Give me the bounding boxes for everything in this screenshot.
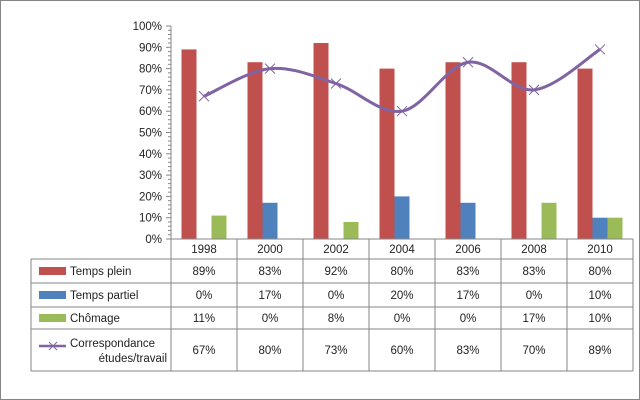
- data-label: 73%: [324, 345, 347, 357]
- y-tick-label: 80%: [139, 64, 162, 76]
- data-label: 17%: [522, 313, 545, 325]
- data-label: 17%: [456, 290, 479, 302]
- y-tick-label: 30%: [139, 170, 162, 182]
- data-label: 0%: [328, 290, 345, 302]
- bar-temps-plein: [577, 68, 593, 239]
- bar-temps-plein: [181, 49, 197, 240]
- data-label: 80%: [258, 345, 281, 357]
- y-tick-label: 10%: [139, 213, 162, 225]
- data-label: 0%: [196, 290, 213, 302]
- bar-chômage: [343, 221, 359, 239]
- data-label: 67%: [192, 345, 215, 357]
- line-marker: [330, 78, 342, 89]
- legend-label: études/travail: [99, 353, 167, 365]
- category-label: 1998: [191, 244, 217, 256]
- data-label: 8%: [328, 313, 345, 325]
- data-label: 80%: [588, 266, 611, 278]
- bar-temps-partiel: [394, 196, 410, 239]
- line-marker: [462, 56, 474, 68]
- category-label: 2008: [521, 244, 547, 256]
- bar-temps-partiel: [262, 202, 278, 239]
- line-correspondance: [203, 48, 601, 113]
- legend-key: [39, 267, 66, 275]
- category-label: 2004: [389, 244, 415, 256]
- y-tick-label: 50%: [139, 128, 162, 140]
- y-tick-label: 0%: [145, 234, 162, 246]
- category-label: 2010: [587, 244, 613, 256]
- data-label: 17%: [258, 290, 281, 302]
- line-marker: [528, 84, 540, 96]
- bar-temps-partiel: [592, 217, 608, 239]
- data-label: 92%: [324, 266, 347, 278]
- data-label: 0%: [262, 313, 279, 325]
- data-label: 89%: [588, 345, 611, 357]
- data-label: 11%: [193, 313, 215, 325]
- line-marker: [594, 44, 606, 55]
- bar-temps-plein: [247, 62, 263, 240]
- y-tick-label: 40%: [139, 149, 162, 161]
- legend-label: Temps partiel: [70, 290, 138, 302]
- y-tick-label: 20%: [139, 191, 162, 203]
- y-tick-label: 70%: [139, 85, 162, 97]
- legend-key: [39, 291, 66, 299]
- data-label: 83%: [522, 266, 545, 278]
- line-marker: [396, 105, 408, 117]
- data-label: 83%: [456, 345, 479, 357]
- data-label: 10%: [588, 313, 611, 325]
- y-tick-label: 60%: [139, 106, 162, 118]
- legend-key: [39, 314, 66, 322]
- legend-label: Temps plein: [70, 266, 131, 278]
- data-label: 20%: [390, 290, 413, 302]
- data-label: 89%: [192, 266, 215, 278]
- data-label: 60%: [390, 345, 413, 357]
- bar-temps-plein: [313, 43, 329, 239]
- legend-label: Correspondance: [70, 338, 155, 350]
- data-label: 83%: [258, 266, 281, 278]
- bar-temps-partiel: [460, 202, 476, 239]
- bar-temps-plein: [445, 62, 461, 240]
- data-label: 10%: [588, 290, 611, 302]
- bar-temps-plein: [511, 62, 527, 240]
- data-label: 80%: [390, 266, 413, 278]
- bar-chômage: [607, 217, 623, 239]
- data-label: 0%: [460, 313, 477, 325]
- data-label: 0%: [526, 290, 543, 302]
- y-tick-label: 90%: [139, 42, 162, 54]
- y-tick-label: 100%: [133, 21, 162, 33]
- bar-temps-plein: [379, 68, 395, 239]
- category-label: 2002: [323, 244, 349, 256]
- data-label: 0%: [394, 313, 411, 325]
- bar-chômage: [541, 202, 557, 239]
- data-label: 83%: [456, 266, 479, 278]
- category-label: 2000: [257, 244, 283, 256]
- category-label: 2006: [455, 244, 481, 256]
- bar-chômage: [211, 215, 227, 239]
- line-marker: [198, 90, 210, 102]
- legend-label: Chômage: [70, 313, 120, 325]
- line-marker: [264, 63, 276, 74]
- legend-marker: [48, 341, 58, 351]
- data-label: 70%: [522, 345, 545, 357]
